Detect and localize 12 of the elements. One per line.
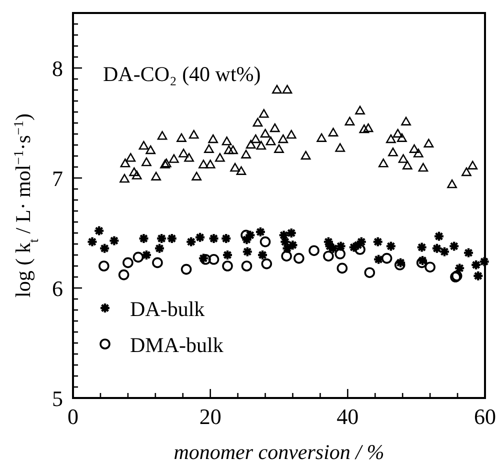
y-tick-label: 5: [52, 386, 63, 411]
x-tick-label: 60: [474, 404, 496, 429]
x-tick-label: 20: [199, 404, 222, 429]
legend-label: DMA-bulk: [130, 333, 224, 357]
x-tick-label: 0: [68, 404, 78, 429]
annotation: DA-CO₂ (40 wt%): [103, 62, 261, 86]
y-tick-label: 6: [52, 276, 63, 301]
y-tick-label: 7: [52, 166, 63, 191]
legend-label: DA-bulk: [130, 297, 206, 321]
y-tick-label: 8: [52, 56, 63, 81]
x-tick-label: 40: [336, 404, 359, 429]
x-axis-title: monomer conversion / %: [174, 440, 384, 464]
